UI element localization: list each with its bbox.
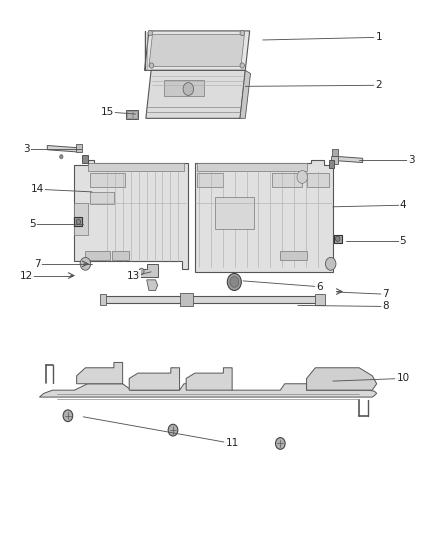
Text: 13: 13: [127, 271, 140, 281]
Bar: [88, 163, 184, 171]
Text: 12: 12: [20, 271, 33, 281]
Bar: [331, 156, 338, 164]
Polygon shape: [74, 203, 88, 235]
Text: 4: 4: [399, 200, 406, 210]
Polygon shape: [147, 280, 158, 290]
Bar: [164, 80, 204, 96]
Circle shape: [276, 438, 285, 449]
Bar: [85, 251, 110, 260]
Text: 2: 2: [375, 80, 382, 90]
Text: 6: 6: [316, 282, 323, 292]
Polygon shape: [77, 362, 123, 384]
Bar: [133, 111, 137, 118]
Polygon shape: [129, 368, 180, 390]
Bar: [82, 155, 88, 163]
Bar: [328, 160, 334, 168]
Circle shape: [139, 268, 144, 274]
Bar: [197, 173, 223, 187]
Text: 8: 8: [382, 302, 389, 311]
Polygon shape: [195, 160, 333, 272]
Text: 3: 3: [408, 155, 415, 165]
Text: 14: 14: [31, 184, 44, 194]
Polygon shape: [240, 70, 251, 118]
Bar: [307, 173, 328, 187]
Circle shape: [63, 410, 73, 422]
Polygon shape: [74, 160, 188, 269]
Circle shape: [60, 155, 63, 159]
Text: 11: 11: [226, 439, 239, 448]
Polygon shape: [139, 264, 158, 277]
Polygon shape: [186, 368, 232, 390]
Circle shape: [183, 83, 194, 95]
Text: 15: 15: [101, 107, 114, 117]
Bar: [100, 294, 106, 305]
Polygon shape: [333, 156, 363, 163]
Text: 5: 5: [399, 236, 406, 246]
Circle shape: [168, 424, 178, 436]
Polygon shape: [307, 368, 377, 390]
Circle shape: [240, 30, 244, 36]
Polygon shape: [146, 70, 245, 118]
Circle shape: [336, 236, 340, 241]
Bar: [127, 111, 132, 118]
Polygon shape: [47, 146, 77, 152]
Circle shape: [227, 273, 241, 290]
Bar: [215, 197, 254, 229]
Bar: [74, 217, 82, 226]
Text: 7: 7: [34, 259, 41, 269]
Bar: [112, 251, 129, 260]
Text: 7: 7: [382, 289, 389, 299]
Text: 3: 3: [23, 144, 30, 154]
Circle shape: [230, 277, 239, 287]
Text: 1: 1: [375, 33, 382, 42]
Text: 10: 10: [396, 374, 410, 383]
Bar: [126, 110, 138, 119]
Text: 5: 5: [29, 219, 36, 229]
Circle shape: [149, 63, 154, 68]
Bar: [103, 296, 322, 303]
Bar: [76, 144, 82, 152]
Polygon shape: [39, 384, 377, 397]
Bar: [90, 192, 114, 204]
Circle shape: [148, 30, 152, 36]
Bar: [334, 235, 342, 243]
Bar: [90, 173, 125, 187]
Bar: [280, 251, 307, 260]
Circle shape: [76, 219, 81, 224]
Bar: [180, 293, 193, 306]
Circle shape: [240, 63, 244, 68]
Polygon shape: [145, 31, 250, 70]
Circle shape: [80, 257, 91, 270]
Circle shape: [325, 257, 336, 270]
Circle shape: [297, 171, 307, 183]
Bar: [332, 149, 338, 156]
Bar: [197, 163, 307, 171]
Polygon shape: [149, 35, 244, 67]
Bar: [272, 173, 302, 187]
Bar: [315, 294, 325, 305]
